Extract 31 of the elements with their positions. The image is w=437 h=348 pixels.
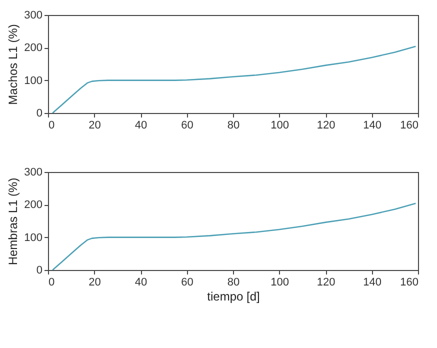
x-tick-label: 120	[316, 276, 336, 288]
line-series	[52, 46, 416, 113]
x-tick-label: 40	[134, 120, 148, 132]
x-tick-label: 140	[363, 120, 382, 132]
y-tick-label: 100	[24, 232, 42, 244]
y-tick-label: 100	[24, 74, 42, 87]
x-tick-label: 100	[270, 120, 289, 132]
line-series	[52, 202, 416, 270]
x-axis-title: tiempo [d]	[207, 290, 260, 304]
x-tick-label: 140	[363, 276, 382, 288]
y-tick-label: 0	[36, 108, 42, 120]
y-tick-label: 200	[24, 199, 42, 212]
x-tick-label: 40	[134, 276, 148, 288]
x-tick-label: 0	[48, 120, 55, 132]
x-tick-label: 160	[400, 120, 418, 132]
x-tick-label: 0	[48, 276, 55, 288]
y-tick-label: 200	[24, 42, 42, 54]
y-axis-title: Hembras L1 (%)	[6, 178, 20, 266]
y-tick-label: 0	[36, 264, 42, 276]
x-tick-label: 20	[88, 120, 101, 132]
x-tick-label: 60	[181, 276, 194, 288]
y-axis-title: Machos L1 (%)	[6, 24, 20, 105]
y-tick-label: 300	[24, 10, 42, 22]
x-tick-label: 120	[316, 120, 336, 132]
y-tick-label: 300	[24, 166, 42, 178]
x-tick-label: 100	[270, 276, 289, 288]
x-tick-label: 80	[227, 120, 240, 132]
x-tick-label: 20	[88, 276, 101, 288]
x-tick-label: 80	[227, 276, 240, 288]
x-tick-label: 160	[400, 276, 418, 288]
x-tick-label: 60	[181, 120, 194, 132]
